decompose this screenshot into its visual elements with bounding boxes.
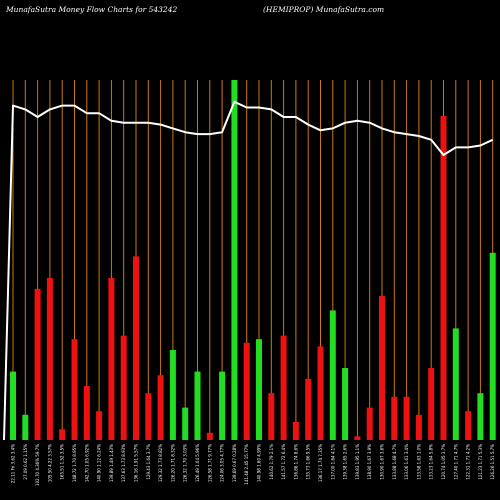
x-tick-label: 22.11 Fri 3.62 3.4% bbox=[11, 444, 16, 483]
bar bbox=[268, 393, 275, 440]
x-tick-label: 139.38 1.65 2.6% bbox=[343, 444, 348, 480]
bar bbox=[489, 252, 496, 440]
x-tick-label: 137.00 1.64 4.1% bbox=[330, 444, 335, 480]
bar bbox=[452, 328, 459, 440]
bar bbox=[71, 339, 78, 440]
bar bbox=[428, 368, 435, 440]
bar bbox=[133, 256, 139, 440]
x-tick-label: 127.40 1.71 4.7% bbox=[453, 444, 458, 480]
bar bbox=[206, 432, 213, 440]
x-tick-label: 126.20 1.71 8.32% bbox=[170, 444, 175, 482]
bar bbox=[83, 386, 90, 440]
x-tick-label: 139.83 1.95 1.1% bbox=[355, 444, 360, 480]
x-tick-label: 136.17 1.74 7.35% bbox=[318, 444, 323, 482]
x-tick-label: 139.69 0.67 0.28% bbox=[232, 444, 237, 482]
x-tick-label: 139.89 1.49 1.43% bbox=[109, 444, 114, 482]
bar bbox=[354, 436, 361, 440]
x-tick-label: 121.23 1.71 5.3% bbox=[478, 444, 483, 480]
x-tick-label: 135.73 1.66 9.5% bbox=[306, 444, 311, 480]
x-tick-labels: 22.11 Fri 3.62 3.4% 27.09 0.62 1.15% 102.7… bbox=[11, 444, 496, 486]
bar bbox=[379, 296, 385, 440]
x-tick-label: 140.90 1.12 6.24% bbox=[97, 444, 102, 482]
bar bbox=[256, 339, 262, 440]
x-tick-label: 105.50 4.22 3.57% bbox=[47, 444, 52, 482]
bar bbox=[292, 422, 299, 440]
price-line bbox=[3, 100, 494, 441]
x-tick-label: 126.26 1.51 5.7% bbox=[490, 444, 495, 480]
x-tick-label: 129.32 1.73 8.82% bbox=[158, 444, 163, 482]
x-tick-label: 129.43 1.64 3.7% bbox=[146, 444, 151, 480]
bar bbox=[169, 350, 176, 440]
x-tick-label: 102.70 4.36% 59.7% bbox=[35, 444, 40, 486]
bar bbox=[108, 278, 115, 440]
x-tick-label: 133.88 1.68 4.7% bbox=[392, 444, 397, 480]
bars bbox=[10, 80, 496, 440]
x-tick-label: 126.49 1.04 5.96% bbox=[195, 444, 200, 482]
bar bbox=[477, 393, 484, 440]
bar bbox=[34, 288, 41, 440]
bar bbox=[366, 407, 373, 440]
chart-title: MunafaSutra Money Flow Charts for 543242 bbox=[6, 5, 178, 14]
bar bbox=[145, 393, 152, 440]
bar bbox=[440, 116, 447, 440]
x-tick-label: 122.31 1.71 4.2% bbox=[466, 444, 471, 480]
x-tick-label: 126.58 1.71 9.77% bbox=[207, 444, 212, 482]
x-tick-label: 133.06 1.61 3.4% bbox=[404, 444, 409, 480]
bar bbox=[46, 278, 53, 440]
bar bbox=[10, 371, 16, 440]
bar bbox=[182, 407, 189, 440]
bar bbox=[96, 411, 103, 440]
bar bbox=[157, 375, 164, 440]
x-tick-label: 120.74 1.05 3.7% bbox=[441, 444, 446, 480]
bar bbox=[415, 414, 422, 440]
x-tick-label: 133.58 1.63 1.0% bbox=[416, 444, 421, 480]
x-tick-label: 124.06 3.05 4.77% bbox=[220, 444, 225, 482]
bar bbox=[342, 368, 349, 440]
x-tick-label: 130.90 1.67 3.6% bbox=[380, 444, 385, 480]
bar bbox=[231, 80, 238, 440]
chart-subtitle: (HEMIPROP) MunafaSutra.com bbox=[263, 5, 385, 14]
bar bbox=[305, 378, 312, 440]
bar bbox=[120, 335, 127, 440]
bar bbox=[329, 310, 336, 440]
bar bbox=[403, 396, 410, 440]
x-tick-label: 133.23 1.64 5.8% bbox=[429, 444, 434, 480]
bar bbox=[280, 335, 287, 440]
x-tick-label: 141.57 1.72 6.4% bbox=[281, 444, 286, 480]
x-tick-label: 140.98 1.60 4.99% bbox=[257, 444, 262, 482]
bar bbox=[59, 429, 66, 440]
bar bbox=[391, 396, 398, 440]
bar bbox=[219, 371, 226, 440]
x-tick-label: 138.90 1.67 3.9% bbox=[367, 444, 372, 480]
x-tick-label: 140.62 1.79 2.1% bbox=[269, 444, 274, 480]
bar bbox=[22, 414, 29, 440]
x-tick-label: 142.70 1.05 6.92% bbox=[84, 444, 89, 482]
x-tick-label: 136.16 1.91 5.57% bbox=[134, 444, 139, 482]
x-tick-label: 141.48 2.45 15.77% bbox=[244, 444, 249, 485]
x-tick-label: 148.72 1.70 8.95% bbox=[72, 444, 77, 482]
x-tick-label: 126.32 1.70 3.03% bbox=[183, 444, 188, 482]
x-tick-label: 136.86 1.74 8.6% bbox=[293, 444, 298, 480]
bar bbox=[317, 346, 324, 440]
bar bbox=[465, 411, 472, 440]
price-line-path bbox=[3, 100, 494, 441]
x-tick-label: 27.09 0.62 1.15% bbox=[23, 444, 28, 480]
x-tick-label: 137.63 1.73 8.93% bbox=[121, 444, 126, 482]
bar bbox=[243, 342, 250, 440]
bar bbox=[194, 371, 201, 440]
x-tick-label: 165.51 1.52 3.5% bbox=[60, 444, 65, 480]
